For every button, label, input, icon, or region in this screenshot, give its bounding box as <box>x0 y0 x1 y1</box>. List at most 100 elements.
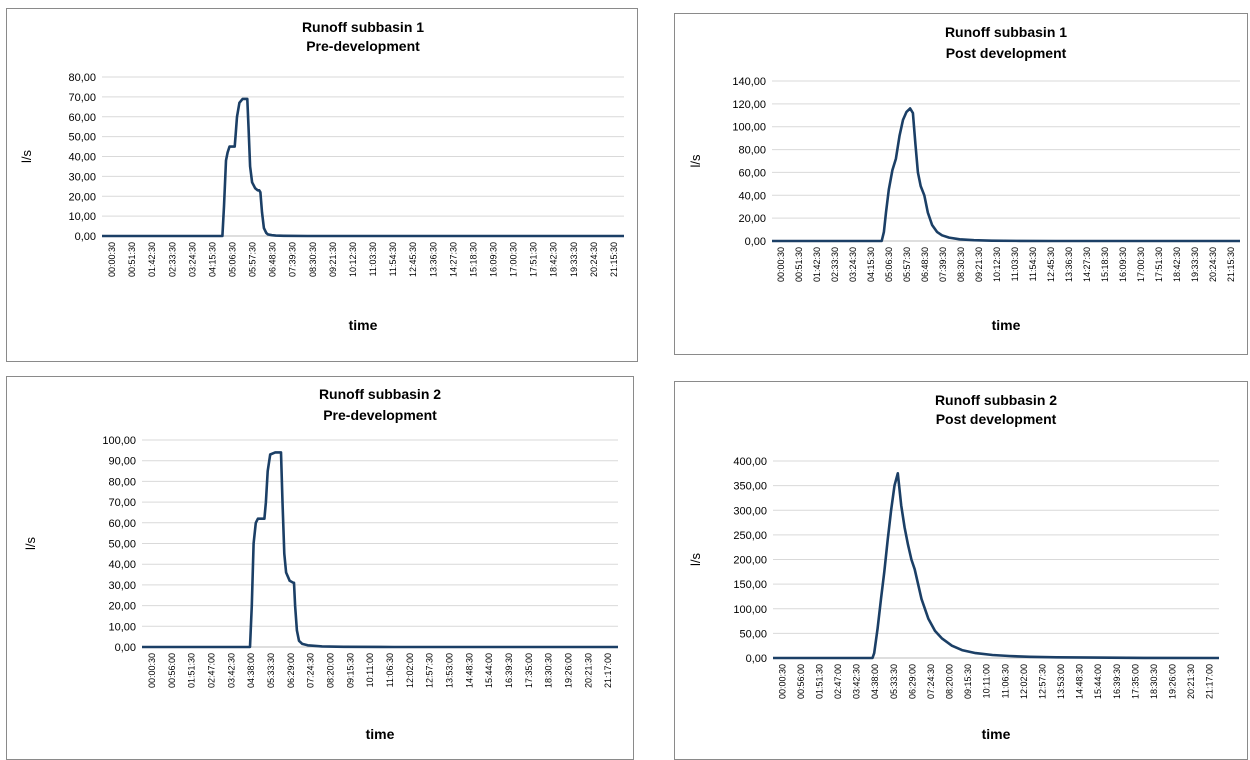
chart-svg: Runoff subbasin 2 Post development 0,00 50,… <box>688 392 1220 742</box>
x-tick-label: 02:47:00 <box>833 664 843 699</box>
x-tick-label: 12:45:30 <box>1046 247 1056 282</box>
x-tick-label: 08:20:00 <box>325 653 335 688</box>
x-tick-label: 05:33:30 <box>266 653 276 688</box>
y-tick-label: 100,00 <box>102 435 136 447</box>
chart-runoff-subbasin-1-post: Runoff subbasin 1 Post development 0,00 20,… <box>674 13 1248 355</box>
x-tick-label: 14:48:30 <box>464 653 474 688</box>
x-tick-label: 17:00:30 <box>1136 247 1146 282</box>
y-tick-label: 140,00 <box>732 76 766 88</box>
x-tick-label: 11:03:30 <box>368 242 378 276</box>
x-tick-label: 02:47:00 <box>206 653 216 688</box>
x-tick-label: 18:30:30 <box>544 653 554 688</box>
y-tick-label: 60,00 <box>68 112 96 124</box>
chart-runoff-subbasin-2-post: Runoff subbasin 2 Post development 0,00 50,… <box>674 381 1248 760</box>
x-tick-label: 20:24:30 <box>1208 247 1218 282</box>
y-tick-label: 300,00 <box>733 505 767 517</box>
x-tick-label: 01:51:30 <box>814 664 824 699</box>
x-tick-label: 00:00:30 <box>147 653 157 688</box>
x-tick-label: 02:33:30 <box>167 242 177 277</box>
y-tick-label: 70,00 <box>108 497 136 509</box>
y-axis-label: l/s <box>23 537 38 551</box>
x-tick-label: 04:38:00 <box>246 653 256 688</box>
y-tick-label: 20,00 <box>108 601 136 613</box>
x-tick-label: 01:42:30 <box>812 247 822 282</box>
chart-subtitle: Post development <box>946 45 1067 61</box>
y-tick-label: 60,00 <box>738 167 766 179</box>
x-tick-label: 07:39:30 <box>288 242 298 277</box>
y-tick-label: 10,00 <box>68 211 96 223</box>
x-tick-label: 08:30:30 <box>956 247 966 282</box>
y-axis-label: l/s <box>688 553 703 567</box>
x-tick-label: 08:20:00 <box>945 664 955 699</box>
y-tick-label: 40,00 <box>68 152 96 164</box>
y-tick-label: 10,00 <box>108 621 136 633</box>
x-tick-label: 00:00:30 <box>107 242 117 277</box>
x-tick-label: 14:27:30 <box>1082 247 1092 282</box>
x-tick-label: 03:24:30 <box>187 242 197 277</box>
x-tick-label: 21:17:00 <box>603 653 613 688</box>
x-tick-label: 00:56:00 <box>167 653 177 688</box>
chart-title: Runoff subbasin 1 <box>302 19 424 35</box>
x-tick-label: 21:15:30 <box>609 242 619 277</box>
y-tick-label: 70,00 <box>68 92 96 104</box>
y-tick-label: 0,00 <box>115 642 136 654</box>
x-tick-label: 06:29:00 <box>907 664 917 699</box>
x-tick-label: 04:38:00 <box>870 664 880 699</box>
x-tick-label: 05:57:30 <box>248 242 258 277</box>
y-tick-label: 0,00 <box>746 653 767 665</box>
x-tick-label: 12:57:30 <box>425 653 435 688</box>
y-tick-label: 250,00 <box>733 530 767 542</box>
x-tick-label: 17:51:30 <box>529 242 539 277</box>
x-tick-label: 06:29:00 <box>286 653 296 688</box>
x-tick-label: 19:33:30 <box>1190 247 1200 282</box>
chart-subtitle: Post development <box>936 411 1057 427</box>
chart-runoff-subbasin-2-pre: Runoff subbasin 2 Pre-development 0,00 10,0… <box>6 376 634 760</box>
x-tick-label: 14:48:30 <box>1075 664 1085 699</box>
x-tick-label: 13:53:00 <box>1056 664 1066 699</box>
x-tick-label: 07:24:30 <box>926 664 936 699</box>
x-tick-label: 12:57:30 <box>1037 664 1047 699</box>
x-tick-label: 04:15:30 <box>866 247 876 282</box>
x-tick-label: 12:02:00 <box>1019 664 1029 699</box>
x-tick-label: 06:48:30 <box>920 247 930 282</box>
x-tick-label: 20:24:30 <box>589 242 599 277</box>
x-tick-label: 00:56:00 <box>796 664 806 699</box>
y-tick-label: 90,00 <box>108 456 136 468</box>
y-tick-label: 80,00 <box>68 72 96 84</box>
x-tick-label: 09:21:30 <box>328 242 338 277</box>
y-tick-label: 0,00 <box>745 236 766 248</box>
x-tick-label: 10:11:00 <box>982 664 992 698</box>
x-tick-label: 17:00:30 <box>509 242 519 277</box>
x-tick-label: 09:21:30 <box>974 247 984 282</box>
x-axis-label: time <box>982 726 1011 742</box>
x-tick-label: 16:39:30 <box>504 653 514 688</box>
x-tick-label: 01:42:30 <box>147 242 157 277</box>
x-axis-label: time <box>992 317 1021 333</box>
x-tick-label: 13:53:00 <box>444 653 454 688</box>
x-tick-label: 02:33:30 <box>830 247 840 282</box>
series-line <box>142 451 618 649</box>
y-tick-label: 120,00 <box>732 99 766 111</box>
x-tick-label: 13:36:30 <box>1064 247 1074 282</box>
x-tick-label: 18:42:30 <box>549 242 559 277</box>
x-tick-label: 15:44:00 <box>484 653 494 688</box>
y-tick-label: 40,00 <box>738 190 766 202</box>
y-tick-label: 80,00 <box>738 145 766 157</box>
y-tick-label: 80,00 <box>108 476 136 488</box>
x-tick-label: 17:51:30 <box>1154 247 1164 282</box>
y-tick-label: 150,00 <box>733 579 767 591</box>
x-tick-label: 03:24:30 <box>848 247 858 282</box>
x-tick-label: 03:42:30 <box>852 664 862 699</box>
x-tick-label: 15:44:00 <box>1093 664 1103 699</box>
chart-runoff-subbasin-1-pre: Runoff subbasin 1 Pre-development 0,00 10,0… <box>6 8 638 362</box>
y-tick-label: 50,00 <box>108 539 136 551</box>
x-tick-label: 11:54:30 <box>1028 247 1038 281</box>
x-axis-label: time <box>349 317 378 333</box>
chart-svg: Runoff subbasin 1 Post development 0,00 20,… <box>688 24 1240 333</box>
x-tick-label: 20:21:30 <box>583 653 593 688</box>
x-tick-label: 09:15:30 <box>345 653 355 688</box>
series-line <box>772 107 1240 243</box>
x-tick-label: 10:11:00 <box>365 653 375 687</box>
y-tick-label: 60,00 <box>108 518 136 530</box>
x-tick-label: 21:17:00 <box>1205 664 1215 699</box>
